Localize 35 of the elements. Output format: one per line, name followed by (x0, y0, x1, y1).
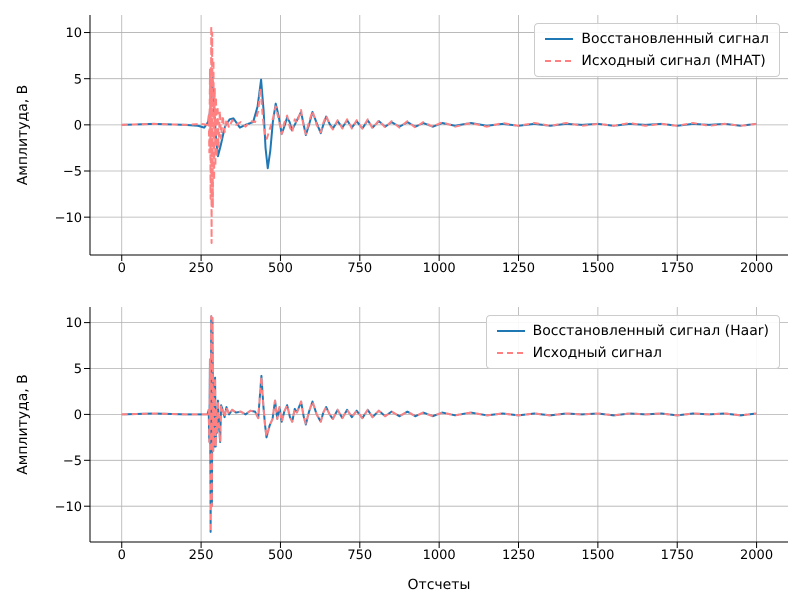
x-tick-label: 1500 (581, 548, 614, 564)
y-tick-label: 10 (65, 26, 82, 42)
x-tick-label: 2000 (740, 261, 774, 276)
y-tick-label: −5 (62, 164, 82, 180)
x-tick-label: 1000 (422, 261, 456, 276)
legend-label: Исходный сигнал (532, 344, 662, 363)
x-tick-label: 2000 (740, 548, 774, 564)
x-tick-label: 1250 (502, 548, 536, 564)
legend-label: Исходный сигнал (MHAT) (581, 52, 766, 71)
x-tick-label: 750 (347, 548, 372, 564)
y-tick-label: −10 (54, 500, 82, 515)
y-tick-label: 10 (65, 316, 82, 332)
legend-label: Восстановленный сигнал (Haar) (532, 322, 769, 341)
y-tick-label: 5 (74, 362, 82, 378)
y-tick-label: 5 (74, 72, 82, 88)
x-axis-title: Отсчеты (408, 577, 470, 593)
x-tick-label: 500 (268, 261, 293, 276)
y-tick-label: 0 (74, 408, 82, 424)
x-tick-label: 1750 (660, 261, 694, 276)
x-tick-label: 250 (188, 548, 214, 564)
x-tick-label: 1500 (581, 261, 614, 276)
y-tick-label: 0 (74, 118, 82, 134)
y-tick-label: −5 (62, 454, 82, 469)
y-tick-label: −10 (54, 210, 82, 226)
x-tick-label: 1000 (422, 548, 456, 564)
x-tick-label: 1750 (660, 548, 694, 564)
x-tick-label: 750 (347, 261, 372, 276)
x-tick-label: 0 (118, 261, 126, 276)
x-tick-label: 1250 (502, 261, 536, 276)
x-tick-label: 500 (268, 548, 293, 564)
y-axis-title: Амплитуда, В (14, 374, 31, 475)
x-tick-label: 0 (118, 548, 126, 564)
legend-label: Восстановленный сигнал (581, 30, 769, 49)
y-axis-title: Амплитуда, В (14, 84, 31, 186)
x-tick-label: 250 (188, 261, 214, 276)
